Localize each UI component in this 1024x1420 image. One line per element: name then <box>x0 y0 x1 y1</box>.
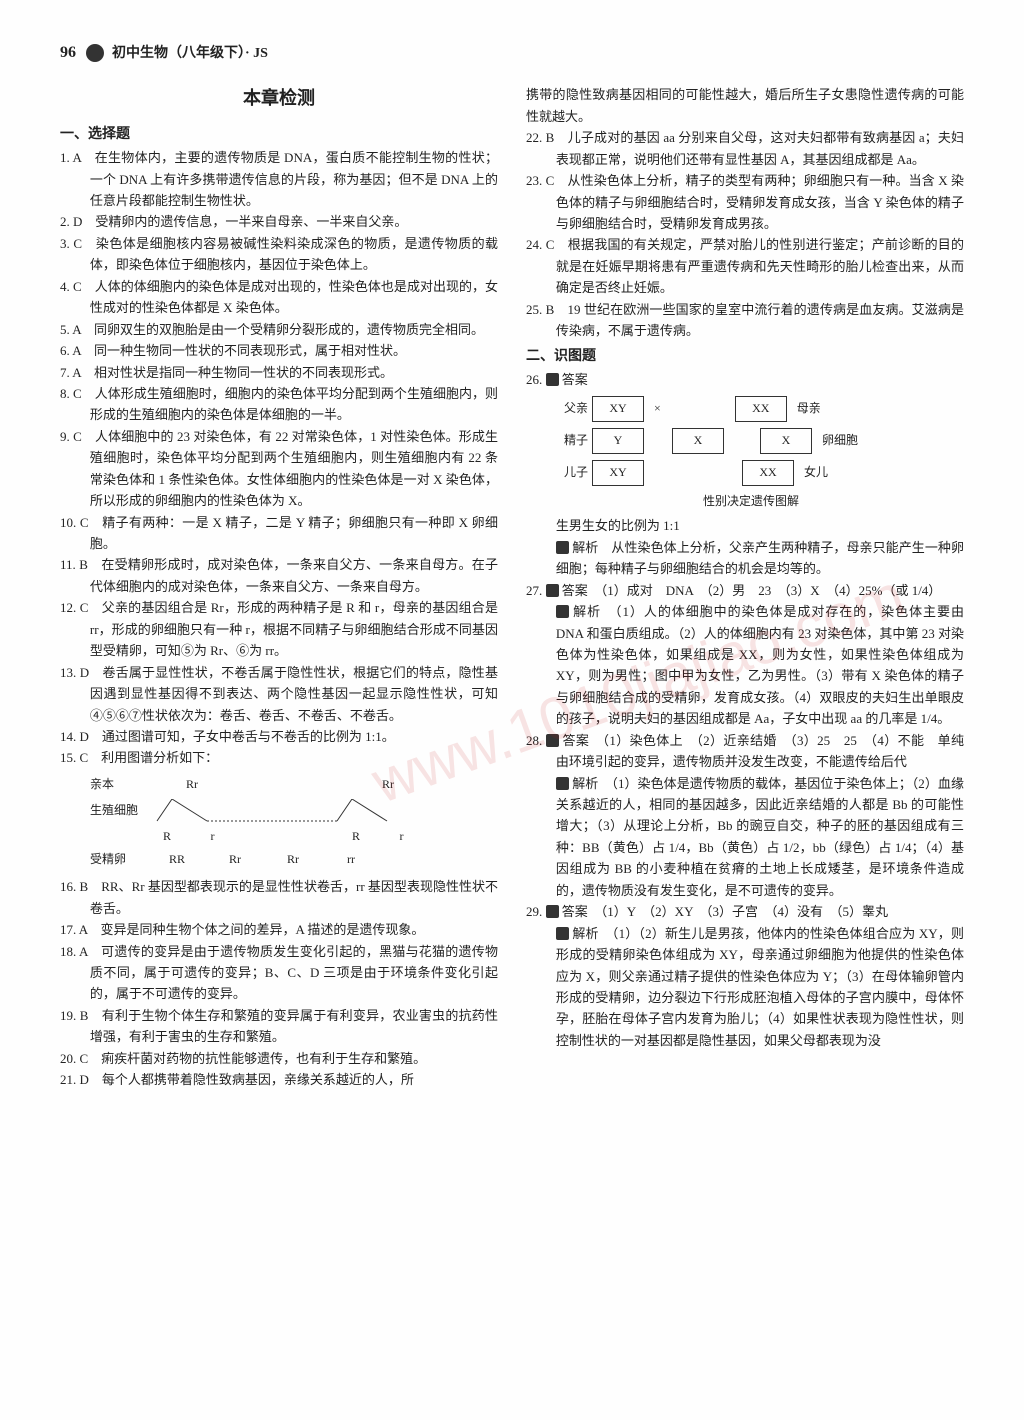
q21-cont: 携带的隐性致病基因相同的可能性越大，婚后所生子女患隐性遗传病的可能性就越大。 <box>526 84 964 127</box>
badge-icon <box>546 734 559 747</box>
q23: 23. C 从性染色体上分析，精子的类型有两种；卵细胞只有一种。当含 X 染色体… <box>526 170 964 234</box>
q9: 9. C 人体细胞中的 23 对染色体，有 22 对常染色体，1 对性染色体。形… <box>60 426 498 512</box>
badge-icon <box>556 605 569 618</box>
off0: RR <box>152 850 202 870</box>
q22: 22. B 儿子成对的基因 aa 分别来自父母，这对夫妇都带有致病基因 a；夫妇… <box>526 127 964 170</box>
page-header: 96 初中生物（八年级下）· JS <box>60 40 964 66</box>
q26-analysis: 解析 从性染色体上分析，父亲产生两种精子，母亲只能产生一种卵细胞；每种精子与卵细… <box>526 537 964 580</box>
badge-icon <box>556 541 569 554</box>
badge-icon <box>546 584 559 597</box>
son-box: XY <box>592 460 644 486</box>
badge-icon <box>556 777 569 790</box>
q11: 11. B 在受精卵形成时，成对染色体，一条来自父方、一条来自母方。在子代体细胞… <box>60 554 498 597</box>
sperm-label: 精子 <box>538 431 588 451</box>
q26: 26. 答案 <box>526 369 964 390</box>
q27-analysis: 解析 （1）人的体细胞中的染色体是成对存在的，染色体主要由 DNA 和蛋白质组成… <box>526 601 964 730</box>
sex-determination-diagram: 父亲 XY × XX 母亲 精子 Y X X 卵细胞 儿子 <box>538 396 964 511</box>
badge-icon <box>556 927 569 940</box>
mother-label: 母亲 <box>797 399 821 419</box>
q2: 2. D 受精卵内的遗传信息，一半来自母亲、一半来自父亲。 <box>60 211 498 232</box>
daughter-label: 女儿 <box>804 463 828 483</box>
father-label: 父亲 <box>538 399 588 419</box>
p1: Rr <box>152 775 232 795</box>
g3: r <box>379 827 424 847</box>
q28: 28. 答案 （1）染色体上 （2）近亲结婚 （3）25 25 （4）不能 单纯… <box>526 730 964 773</box>
q8: 8. C 人体形成生殖细胞时，细胞内的染色体平均分配到两个生殖细胞内，则形成的生… <box>60 383 498 426</box>
badge-icon <box>546 373 559 386</box>
sperm-y-box: Y <box>592 428 644 454</box>
q25: 25. B 19 世纪在欧洲一些国家的皇室中流行着的遗传病是血友病。艾滋病是传染… <box>526 299 964 342</box>
cross-lines-icon <box>152 799 432 823</box>
q12: 12. C 父亲的基因组合是 Rr，形成的两种精子是 R 和 r，母亲的基因组合… <box>60 597 498 661</box>
q24: 24. C 根据我国的有关规定，严禁对胎儿的性别进行鉴定；产前诊断的目的就是在妊… <box>526 234 964 298</box>
p2: Rr <box>348 775 428 795</box>
q10: 10. C 精子有两种：一是 X 精子，二是 Y 精子；卵细胞只有一种即 X 卵… <box>60 512 498 555</box>
egg-label: 卵细胞 <box>822 431 858 451</box>
punnett-diagram: 亲本 Rr Rr 生殖细胞 R <box>90 775 498 870</box>
q15: 15. C 利用图谱分析如下： <box>60 747 498 768</box>
q5: 5. A 同卵双生的双胞胎是由一个受精卵分裂形成的，遗传物质完全相同。 <box>60 319 498 340</box>
gametes-label: 生殖细胞 <box>90 801 144 821</box>
g2: R <box>341 827 371 847</box>
left-column: 本章检测 一、选择题 1. A 在生物体内，主要的遗传物质是 DNA，蛋白质不能… <box>60 84 498 1090</box>
q26-text1: 生男生女的比例为 1:1 <box>526 515 964 536</box>
q20: 20. C 痢疾杆菌对药物的抗性能够遗传，也有利于生存和繁殖。 <box>60 1048 498 1069</box>
q16: 16. B RR、Rr 基因型都表现示的是显性性状卷舌，rr 基因型表现隐性性状… <box>60 876 498 919</box>
q7: 7. A 相对性状是指同一种生物同一性状的不同表现形式。 <box>60 362 498 383</box>
son-label: 儿子 <box>538 463 588 483</box>
daughter-box: XX <box>742 460 794 486</box>
egg-box: X <box>760 428 812 454</box>
q4: 4. C 人体的体细胞内的染色体是成对出现的，性染色体也是成对出现的，女性成对的… <box>60 276 498 319</box>
q17: 17. A 变异是同种生物个体之间的差异，A 描述的是遗传现象。 <box>60 919 498 940</box>
off3: rr <box>326 850 376 870</box>
father-box: XY <box>592 396 644 422</box>
q3: 3. C 染色体是细胞核内容易被碱性染料染成深色的物质，是遗传物质的载体，即染色… <box>60 233 498 276</box>
parents-label: 亲本 <box>90 775 144 795</box>
q6: 6. A 同一种生物同一性状的不同表现形式，属于相对性状。 <box>60 340 498 361</box>
q13: 13. D 卷舌属于显性性状，不卷舌属于隐性性状，根据它们的特点，隐性基因遇到显… <box>60 662 498 726</box>
g1: r <box>190 827 235 847</box>
mother-box: XX <box>735 396 787 422</box>
off2: Rr <box>268 850 318 870</box>
logo-icon <box>86 44 104 62</box>
chapter-title: 本章检测 <box>60 84 498 114</box>
q27: 27. 答案 （1）成对 DNA （2）男 23 （3）X （4）25%（或 1… <box>526 580 964 601</box>
zygote-label: 受精卵 <box>90 850 144 870</box>
q28-analysis: 解析 （1）染色体是遗传物质的载体，基因位于染色体上；（2）血缘关系越近的人，相… <box>526 773 964 902</box>
header-title: 初中生物（八年级下）· JS <box>112 42 268 65</box>
off1: Rr <box>210 850 260 870</box>
section2-title: 二、识图题 <box>526 344 964 367</box>
sperm-x-box: X <box>672 428 724 454</box>
page-number: 96 <box>60 40 76 66</box>
q21: 21. D 每个人都携带着隐性致病基因，亲缘关系越近的人，所 <box>60 1069 498 1090</box>
q29-analysis: 解析 （1）（2）新生儿是男孩，他体内的性染色体组合应为 XY，则形成的受精卵染… <box>526 923 964 1052</box>
q1: 1. A 在生物体内，主要的遗传物质是 DNA，蛋白质不能控制生物的性状；一个 … <box>60 147 498 211</box>
section1-title: 一、选择题 <box>60 122 498 145</box>
q18: 18. A 可遗传的变异是由于遗传物质发生变化引起的，黑猫与花猫的遗传物质不同，… <box>60 941 498 1005</box>
badge-icon <box>546 905 559 918</box>
q14: 14. D 通过图谱可知，子女中卷舌与不卷舌的比例为 1:1。 <box>60 726 498 747</box>
right-column: 携带的隐性致病基因相同的可能性越大，婚后所生子女患隐性遗传病的可能性就越大。 2… <box>526 84 964 1090</box>
q19: 19. B 有利于生物个体生存和繁殖的变异属于有利变异，农业害虫的抗药性增强，有… <box>60 1005 498 1048</box>
g0: R <box>152 827 182 847</box>
q29: 29. 答案 （1）Y （2）XY （3）子宫 （4）没有 （5）睾丸 <box>526 901 964 922</box>
diagram-caption: 性别决定遗传图解 <box>538 492 964 512</box>
cross-icon: × <box>654 399 661 419</box>
